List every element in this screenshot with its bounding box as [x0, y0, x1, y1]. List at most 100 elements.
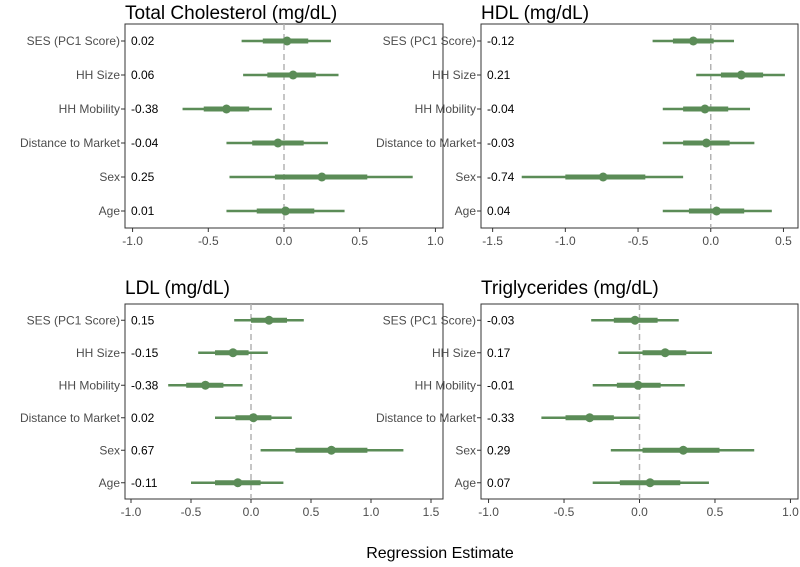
x-tick-label: -1.0: [555, 234, 576, 248]
category-label: HH Size: [76, 68, 120, 82]
estimate-value-label: 0.04: [487, 204, 511, 218]
point-estimate: [660, 348, 670, 358]
point-estimate: [228, 348, 238, 358]
estimate-value-label: -0.38: [131, 378, 159, 392]
point-estimate: [233, 478, 243, 488]
category-label: HH Mobility: [59, 378, 120, 392]
panel-title: Triglycerides (mg/dL): [481, 278, 659, 299]
point-estimate: [598, 172, 608, 182]
x-tick-label: 0.5: [351, 234, 368, 248]
x-tick-label: 1.0: [782, 505, 799, 519]
point-estimate: [701, 138, 711, 148]
estimate-value-label: 0.06: [131, 68, 155, 82]
point-estimate: [645, 478, 655, 488]
x-tick-label: -1.0: [478, 505, 499, 519]
estimate-value-label: -0.11: [131, 476, 158, 490]
estimate-value-label: 0.29: [487, 443, 511, 457]
x-tick-label: -1.0: [121, 505, 142, 519]
x-tick-label: -1.5: [482, 234, 503, 248]
category-label: Age: [455, 476, 477, 490]
x-tick-label: 1.5: [423, 505, 440, 519]
category-label: Sex: [99, 170, 120, 184]
panel-title: HDL (mg/dL): [481, 3, 589, 24]
category-label: Distance to Market: [376, 411, 477, 425]
x-tick-label: 1.0: [427, 234, 444, 248]
point-estimate: [221, 104, 231, 114]
category-label: SES (PC1 Score): [27, 34, 120, 48]
estimate-value-label: -0.03: [487, 313, 515, 327]
estimate-value-label: -0.12: [487, 34, 515, 48]
point-estimate: [712, 206, 722, 216]
plot-frame: [480, 23, 799, 229]
x-tick-label: 0.0: [631, 505, 648, 519]
point-estimate: [288, 70, 298, 80]
point-estimate: [678, 445, 688, 455]
estimate-value-label: 0.15: [131, 313, 155, 327]
point-estimate: [273, 138, 283, 148]
panel-title: Total Cholesterol (mg/dL): [125, 3, 337, 24]
estimate-value-label: -0.01: [487, 378, 515, 392]
point-estimate: [317, 172, 327, 182]
plot-frame: [124, 303, 444, 500]
x-tick-label: 0.0: [276, 234, 293, 248]
estimate-value-label: 0.01: [131, 204, 155, 218]
panel-1: Total Cholesterol (mg/dL) -1.0 -0.5 0.0 0.5 1…: [20, 3, 444, 248]
x-tick-label: -0.5: [554, 505, 575, 519]
estimate-value-label: -0.38: [131, 102, 159, 116]
estimate-value-label: -0.33: [487, 411, 515, 425]
panel-3: LDL (mg/dL) -1.0 -0.5 0.0 0.5 1.0 1.5 SES (PC1 …: [20, 278, 444, 519]
category-label: SES (PC1 Score): [383, 313, 476, 327]
estimate-value-label: -0.74: [487, 170, 515, 184]
panel-title: LDL (mg/dL): [125, 278, 230, 299]
category-label: Age: [455, 204, 477, 218]
category-label: SES (PC1 Score): [383, 34, 476, 48]
estimate-value-label: 0.17: [487, 346, 511, 360]
x-tick-label: 0.5: [303, 505, 320, 519]
category-label: Age: [99, 204, 121, 218]
x-tick-label: 0.5: [775, 234, 792, 248]
point-estimate: [700, 104, 710, 114]
point-estimate: [281, 206, 291, 216]
category-label: HH Size: [76, 346, 120, 360]
category-label: Sex: [99, 443, 120, 457]
point-estimate: [264, 315, 274, 325]
point-estimate: [585, 413, 595, 423]
point-estimate: [630, 315, 640, 325]
category-label: Sex: [455, 443, 476, 457]
category-label: SES (PC1 Score): [27, 313, 120, 327]
category-label: Distance to Market: [20, 411, 121, 425]
estimate-value-label: -0.15: [131, 346, 159, 360]
x-tick-label: -1.0: [122, 234, 143, 248]
point-estimate: [282, 36, 292, 46]
x-tick-label: 0.5: [707, 505, 724, 519]
estimate-value-label: 0.67: [131, 443, 155, 457]
x-tick-label: -0.5: [628, 234, 649, 248]
category-label: Age: [99, 476, 121, 490]
category-label: HH Mobility: [59, 102, 120, 116]
estimate-value-label: 0.21: [487, 68, 511, 82]
category-label: HH Mobility: [415, 378, 476, 392]
estimate-value-label: -0.03: [487, 136, 515, 150]
category-label: HH Size: [432, 68, 476, 82]
x-tick-label: -0.5: [181, 505, 202, 519]
estimate-value-label: 0.02: [131, 411, 155, 425]
estimate-value-label: -0.04: [487, 102, 515, 116]
x-tick-label: 0.0: [243, 505, 260, 519]
point-estimate: [633, 380, 643, 390]
x-tick-label: 1.0: [363, 505, 380, 519]
category-label: HH Size: [432, 346, 476, 360]
category-label: Distance to Market: [20, 136, 121, 150]
x-axis-title: Regression Estimate: [366, 545, 514, 562]
x-tick-label: 0.0: [702, 234, 719, 248]
panel-2: HDL (mg/dL) -1.5 -1.0 -0.5 0.0 0.5 SES (PC1 Sc…: [376, 3, 799, 248]
point-estimate: [736, 70, 746, 80]
estimate-value-label: 0.07: [487, 476, 511, 490]
x-tick-label: -0.5: [198, 234, 219, 248]
panel-4: Triglycerides (mg/dL) -1.0 -0.5 0.0 0.5 1.0 SE…: [376, 278, 799, 519]
point-estimate: [248, 413, 258, 423]
category-label: HH Mobility: [415, 102, 476, 116]
point-estimate: [688, 36, 698, 46]
category-label: Distance to Market: [376, 136, 477, 150]
point-estimate: [326, 445, 336, 455]
